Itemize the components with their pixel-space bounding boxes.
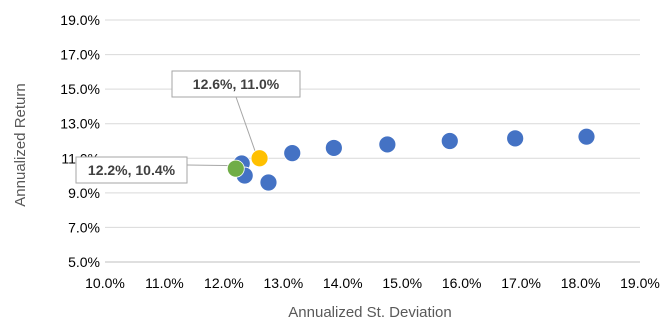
callout-label: 12.2%, 10.4% xyxy=(88,162,176,178)
y-tick-labels: 5.0%7.0%9.0%11.0%13.0%15.0%17.0%19.0% xyxy=(60,12,100,270)
y-tick-label: 19.0% xyxy=(60,12,100,28)
data-point xyxy=(578,128,595,145)
x-axis-label: Annualized St. Deviation xyxy=(288,304,451,321)
x-tick-label: 12.0% xyxy=(204,275,244,291)
x-tick-label: 17.0% xyxy=(501,275,541,291)
x-tick-label: 19.0% xyxy=(620,275,660,291)
data-point xyxy=(227,160,244,177)
x-tick-label: 14.0% xyxy=(323,275,363,291)
data-points xyxy=(227,128,595,191)
data-point xyxy=(260,174,277,191)
x-tick-label: 16.0% xyxy=(442,275,482,291)
data-point xyxy=(251,150,268,167)
data-point xyxy=(507,130,524,147)
x-tick-label: 13.0% xyxy=(263,275,303,291)
callout-label: 12.6%, 11.0% xyxy=(193,76,280,92)
x-tick-labels: 10.0% 11.0% 12.0% 13.0% 14.0% 15.0% 16.0% 17.0%… xyxy=(85,275,660,291)
callout-leader xyxy=(187,165,233,166)
data-point xyxy=(284,145,301,162)
callouts: 12.6%, 11.0% 12.2%, 10.4% xyxy=(76,71,300,183)
y-tick-label: 9.0% xyxy=(68,185,100,201)
y-tick-label: 15.0% xyxy=(60,81,100,97)
data-point xyxy=(441,133,458,150)
y-tick-label: 17.0% xyxy=(60,47,100,63)
data-point xyxy=(379,136,396,153)
data-point xyxy=(325,139,342,156)
y-tick-label: 13.0% xyxy=(60,116,100,132)
y-tick-label: 7.0% xyxy=(68,219,100,235)
gridlines xyxy=(105,20,640,262)
x-tick-label: 15.0% xyxy=(382,275,422,291)
y-axis-label: Annualized Return xyxy=(12,83,29,206)
x-tick-label: 18.0% xyxy=(561,275,601,291)
x-tick-label: 10.0% xyxy=(85,275,125,291)
x-tick-label: 11.0% xyxy=(145,275,184,291)
y-tick-label: 5.0% xyxy=(68,254,100,270)
callout-leader xyxy=(236,97,257,155)
